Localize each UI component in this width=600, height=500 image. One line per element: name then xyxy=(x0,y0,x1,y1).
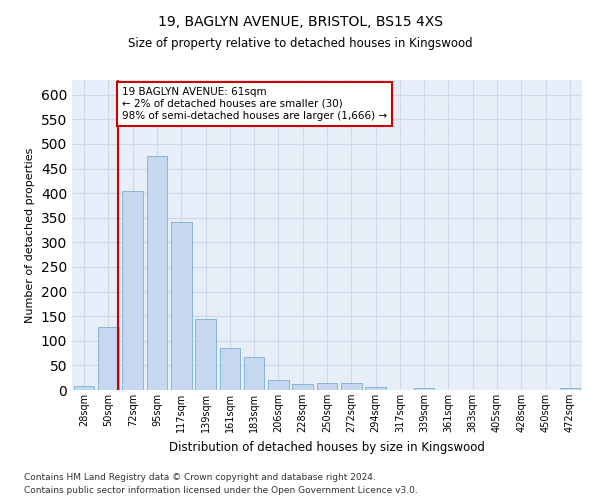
Bar xyxy=(171,222,191,390)
Bar xyxy=(146,156,167,390)
Text: Size of property relative to detached houses in Kingswood: Size of property relative to detached ho… xyxy=(128,38,472,51)
Text: Contains public sector information licensed under the Open Government Licence v3: Contains public sector information licen… xyxy=(24,486,418,495)
Bar xyxy=(414,388,434,390)
Bar xyxy=(244,356,265,390)
Text: 19 BAGLYN AVENUE: 61sqm
← 2% of detached houses are smaller (30)
98% of semi-det: 19 BAGLYN AVENUE: 61sqm ← 2% of detached… xyxy=(122,88,387,120)
Bar xyxy=(292,384,313,390)
Bar xyxy=(122,190,143,390)
Text: 19, BAGLYN AVENUE, BRISTOL, BS15 4XS: 19, BAGLYN AVENUE, BRISTOL, BS15 4XS xyxy=(157,15,443,29)
Bar xyxy=(317,382,337,390)
Bar xyxy=(268,380,289,390)
Bar xyxy=(365,386,386,390)
Bar xyxy=(98,327,119,390)
Text: Contains HM Land Registry data © Crown copyright and database right 2024.: Contains HM Land Registry data © Crown c… xyxy=(24,474,376,482)
X-axis label: Distribution of detached houses by size in Kingswood: Distribution of detached houses by size … xyxy=(169,440,485,454)
Bar xyxy=(220,348,240,390)
Bar xyxy=(195,318,216,390)
Bar xyxy=(74,386,94,390)
Bar xyxy=(560,388,580,390)
Bar xyxy=(341,382,362,390)
Y-axis label: Number of detached properties: Number of detached properties xyxy=(25,148,35,322)
